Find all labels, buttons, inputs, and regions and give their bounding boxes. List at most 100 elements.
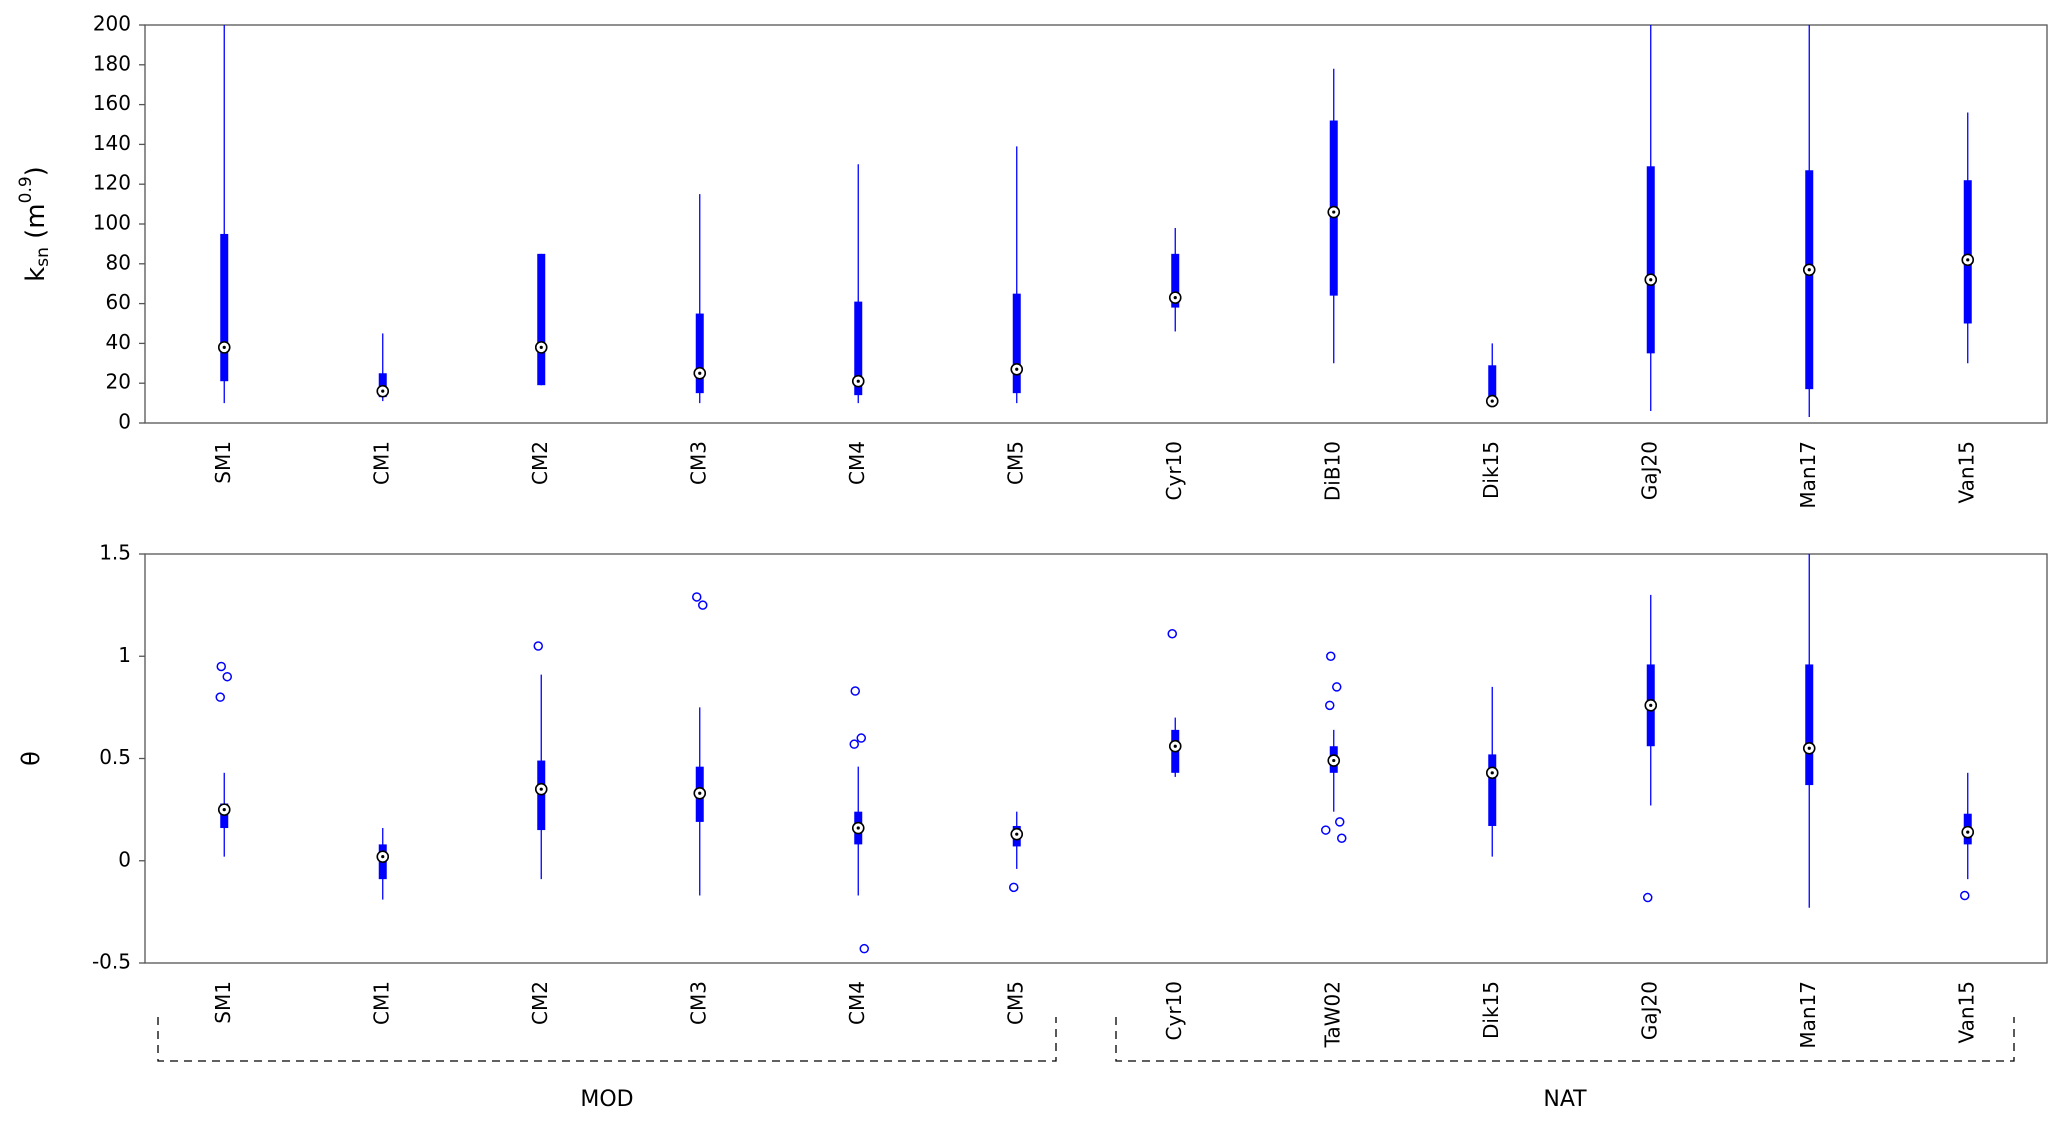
outlier [1167,629,1177,639]
label-sup: 0.9 [16,176,36,203]
y-tick-label: -0.5 [92,950,131,974]
outlier [533,641,543,651]
x-tick-label: DiB10 [1320,441,1344,501]
outlier [850,686,860,696]
box [1646,166,1655,354]
box [1963,180,1972,324]
x-tick-label: Van15 [1954,981,1978,1044]
x-tick-label: CM4 [845,981,869,1025]
x-tick-label: Man17 [1796,441,1820,509]
x-tick-label: SM1 [211,981,235,1024]
y-tick-label: 0 [118,410,131,434]
group-bracket [1115,1017,2015,1062]
outlier [215,692,225,702]
x-tick-label: CM1 [369,441,393,485]
y-tick-label: 180 [93,51,131,75]
x-tick-label: Dik15 [1479,981,1503,1039]
label-part: ) [21,166,51,176]
outlier [692,592,702,602]
outlier [1960,890,1970,901]
box [1171,253,1180,308]
median-dot [1649,278,1653,282]
box [220,233,229,382]
y-tick-label: 0.5 [99,745,131,769]
median-dot [222,808,226,812]
y-tick-label: 160 [93,91,131,115]
x-tick-label: CM3 [686,981,710,1025]
x-tick-label: TaW02 [1320,981,1344,1048]
x-tick-label: GaJ20 [1637,981,1661,1040]
median-dot [856,379,860,383]
y-tick-label: 140 [93,131,131,155]
median-dot [381,389,385,393]
median-dot [698,371,702,375]
median-dot [1966,830,1970,834]
outlier [216,661,226,672]
y-tick-label: 40 [106,330,131,354]
x-tick-label: Dik15 [1479,441,1503,499]
outlier [1325,700,1335,711]
box [1805,170,1814,390]
median-dot [1015,367,1019,371]
x-tick-label: CM5 [1003,441,1027,485]
y-tick-label: 0 [118,847,131,871]
x-tick-label: Cyr10 [1162,981,1186,1040]
median-dot [1173,296,1177,300]
x-tick-label: Van15 [1954,441,1978,504]
y-tick-label: 20 [106,370,131,394]
box [537,253,546,386]
label-part: k [21,267,51,282]
x-tick-label: Cyr10 [1162,441,1186,500]
y-tick-label: 120 [93,171,131,195]
outlier [698,600,708,610]
x-tick-label: GaJ20 [1637,441,1661,500]
label-part: (m [21,203,51,247]
median-dot [381,855,385,859]
x-tick-label: CM3 [686,441,710,485]
group-label: MOD [580,1087,633,1112]
median-dot [1490,771,1494,775]
median-dot [1173,744,1177,748]
median-dot [539,787,543,791]
box [1488,365,1497,404]
box [1805,664,1814,786]
box [695,313,704,394]
y-tick-label: 1.5 [99,541,131,565]
plot-frame [144,553,2048,964]
x-tick-label: CM1 [369,981,393,1025]
outlier [1321,825,1331,835]
outlier [856,733,866,743]
outlier [222,671,232,682]
y-axis-label: ksn (m0.9) [16,166,53,282]
median-dot [1490,399,1494,403]
y-tick-label: 60 [106,290,131,314]
x-tick-label: CM4 [845,441,869,485]
group-label: NAT [1543,1087,1587,1112]
median-dot [856,826,860,830]
box [854,301,863,396]
median-dot [1807,268,1811,272]
outlier [1326,651,1336,661]
label-sub: sn [33,247,53,267]
outlier [1335,817,1345,827]
median-dot [1649,703,1653,707]
group-bracket [157,1017,1057,1062]
box [1012,293,1021,394]
median-dot [222,345,226,349]
median-dot [1807,746,1811,750]
y-tick-label: 200 [93,12,131,36]
x-tick-label: CM5 [1003,981,1027,1025]
box [1488,754,1497,826]
y-axis-label: θ [17,751,45,766]
outlier [859,943,869,954]
median-dot [1015,832,1019,836]
outlier [1643,892,1653,903]
outlier [1337,833,1347,844]
outlier [849,739,859,749]
x-tick-label: Man17 [1796,981,1820,1049]
outlier [1009,882,1019,893]
x-tick-label: CM2 [528,441,552,485]
y-tick-label: 80 [106,250,131,274]
y-tick-label: 1 [118,643,131,667]
